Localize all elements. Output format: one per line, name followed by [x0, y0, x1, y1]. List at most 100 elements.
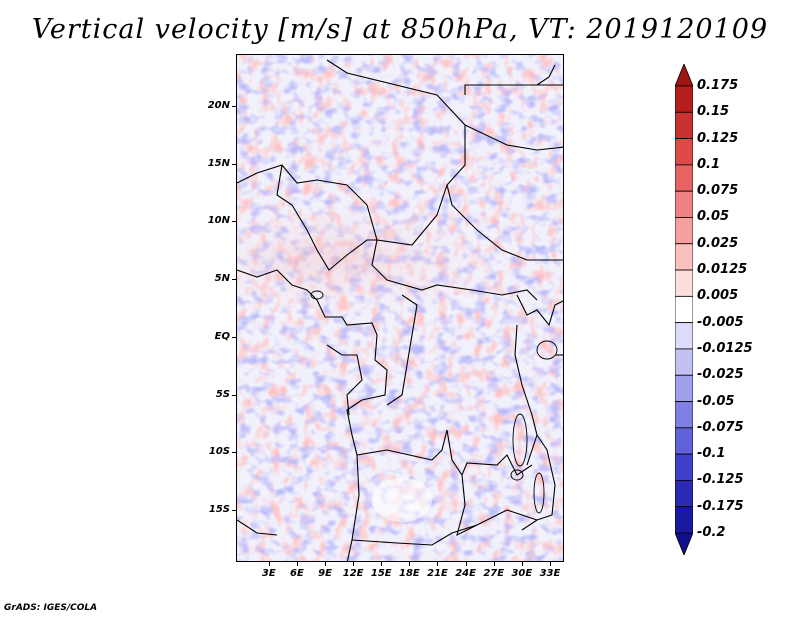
lake-b: [510, 469, 524, 481]
colorbar-bin: [675, 269, 693, 297]
footer-credit: GrADS: IGES/COLA: [4, 603, 98, 613]
lat-label: 10S: [208, 446, 230, 458]
colorbar-bin: [675, 243, 693, 271]
colorbar-max-arrow: [675, 64, 693, 87]
lon-tick: [409, 562, 411, 566]
lat-tick: [232, 336, 236, 338]
lon-label: 15E: [370, 568, 392, 579]
chart-title: Vertical velocity [m/s] at 850hPa, VT: 2…: [31, 14, 769, 45]
colorbar-label: 0.175: [697, 78, 739, 93]
field-tint: [237, 205, 563, 325]
border-gabon-congo: [316, 299, 388, 401]
lake-a: [310, 290, 324, 300]
lon-tick: [493, 562, 495, 566]
colorbar-label: -0.125: [697, 472, 744, 488]
colorbar-bin: [675, 164, 693, 192]
lake-tanganyika: [512, 413, 528, 467]
lat-tick: [232, 221, 236, 223]
border-coast-gulf: [237, 269, 318, 301]
colorbar-label: 0.1: [697, 156, 721, 172]
border-angola-west: [346, 454, 360, 561]
colorbar-bin: [675, 401, 693, 429]
lat-tick: [232, 163, 236, 165]
colorbar-bin: [675, 480, 693, 508]
country-borders: [237, 59, 563, 561]
border-sudan: [464, 124, 563, 151]
lon-label: 9E: [318, 568, 332, 579]
lon-label: 3E: [261, 568, 276, 579]
colorbar-label: 0.05: [697, 209, 730, 225]
colorbar-min-arrow: [675, 532, 693, 555]
colorbar-label: 0.075: [697, 183, 739, 199]
border-drc-angola: [346, 399, 448, 461]
colorbar-label: -0.05: [697, 393, 735, 409]
colorbar-label: -0.0125: [697, 340, 753, 356]
colorbar-label: 0.005: [697, 288, 739, 304]
lat-tick: [232, 452, 236, 454]
colorbar-label: -0.025: [697, 367, 744, 383]
lake-malawi: [533, 472, 545, 514]
colorbar-bin: [675, 190, 693, 218]
colorbar-bin: [675, 374, 693, 402]
lon-label: 33E: [539, 568, 561, 579]
colorbar-label: -0.1: [697, 446, 726, 462]
lon-label: 12E: [342, 568, 364, 579]
lon-tick: [465, 562, 467, 566]
colorbar-label: 0.0125: [697, 262, 748, 278]
colorbar-bin: [675, 427, 693, 455]
border-car-congo: [371, 239, 538, 301]
border-car-sudan: [446, 184, 563, 261]
colorbar-bin: [675, 322, 693, 350]
colorbar-bin: [675, 111, 693, 139]
lat-tick: [232, 105, 236, 107]
map-area: [236, 54, 564, 562]
colorbar-label: 0.125: [697, 130, 739, 146]
colorbar-label: -0.005: [697, 314, 744, 330]
lat-label: 10N: [207, 215, 230, 227]
colorbar-bin: [675, 348, 693, 376]
lon-label: 6E: [290, 568, 304, 579]
lat-label: 5N: [214, 273, 230, 285]
colorbar-label: 0.025: [697, 235, 739, 251]
colorbar-label: -0.075: [697, 419, 744, 435]
lat-label: 15N: [207, 157, 230, 169]
lon-label: 21E: [427, 568, 448, 579]
border-angola-namibia-zambia: [351, 509, 538, 546]
border-egypt-coast: [536, 64, 556, 86]
lat-label: 15S: [208, 504, 230, 516]
colorbar-bin: [675, 453, 693, 481]
lon-label: 24E: [455, 568, 476, 579]
colorbar-bin: [675, 217, 693, 245]
border-libya-sudan: [464, 84, 563, 95]
lon-label: 18E: [398, 568, 420, 579]
border-chad-niger: [237, 59, 466, 246]
colorbar: [675, 64, 693, 555]
border-malawi: [521, 434, 556, 531]
border-rift-lakes: [514, 324, 538, 466]
lon-tick: [296, 562, 298, 566]
lake-victoria: [536, 340, 558, 360]
border-congo-drc: [386, 294, 418, 406]
colorbar-label: -0.175: [697, 498, 744, 514]
border-drc-zambia: [446, 429, 533, 477]
lat-label: 5S: [215, 388, 230, 400]
lon-label: 27E: [483, 568, 505, 579]
border-nigeria-cameroon: [276, 164, 377, 271]
colorbar-bin: [675, 138, 693, 166]
border-gabon: [326, 344, 363, 416]
colorbar-label: 0.15: [697, 104, 730, 120]
colorbar-label: -0.2: [697, 525, 726, 540]
lon-tick: [268, 562, 270, 566]
map-canvas: [237, 55, 563, 561]
lon-tick: [521, 562, 523, 566]
lat-label: EQ: [214, 330, 230, 342]
colorbar-bin: [675, 506, 693, 534]
lon-tick: [549, 562, 551, 566]
lon-tick: [437, 562, 439, 566]
lon-label: 30E: [511, 568, 533, 579]
lat-label: 20N: [207, 99, 230, 111]
field-calm-patch: [372, 478, 432, 522]
lat-tick: [232, 279, 236, 281]
border-uganda: [516, 294, 563, 327]
lat-tick: [232, 394, 236, 396]
